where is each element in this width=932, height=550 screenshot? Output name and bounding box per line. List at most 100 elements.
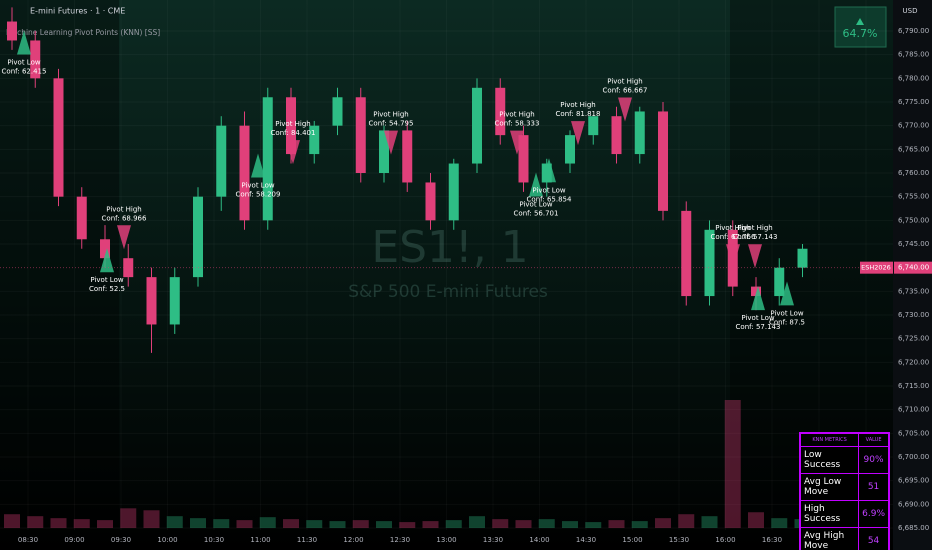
cell: 90%	[858, 446, 890, 474]
contract: ESH2026	[861, 264, 891, 272]
volume-bar	[50, 518, 67, 528]
cell: Avg High Move	[799, 527, 860, 550]
candle-body	[193, 196, 203, 278]
volume-bar	[562, 521, 578, 528]
volume-bar	[585, 522, 602, 528]
cell: 54	[858, 527, 890, 550]
pivot-label: Pivot Low	[532, 186, 565, 194]
candle-body	[239, 125, 250, 221]
x-tick-label: 10:30	[204, 536, 224, 544]
x-tick-label: 11:00	[250, 536, 270, 544]
volume-bar	[190, 518, 206, 528]
pivot-label: Pivot Low	[519, 200, 552, 208]
pivot-marker	[542, 158, 556, 183]
pivot-marker	[251, 153, 265, 178]
cell: High Success	[799, 500, 860, 528]
volume-bar	[469, 516, 485, 528]
indicator-name: Machine Learning Pivot Points (KNN) [SS]	[6, 28, 160, 37]
last-price-label: 6,740.00	[898, 264, 929, 272]
pivot-label: Pivot High	[275, 120, 311, 128]
background	[0, 0, 893, 550]
y-tick-label: 6,745.00	[898, 240, 929, 248]
symbol-line: E-mini Futures · 1 · CME	[30, 7, 125, 16]
volume-bar	[283, 519, 299, 528]
pivot-conf: Conf: 65.854	[527, 195, 572, 203]
candle-body	[472, 87, 482, 164]
pivot-marker	[780, 281, 794, 306]
x-tick-label: 16:30	[762, 536, 782, 544]
candle-body	[704, 229, 715, 297]
y-tick-label: 6,780.00	[898, 74, 929, 82]
pivot-label: Pivot High	[607, 77, 643, 85]
x-tick-label: 15:00	[622, 536, 642, 544]
cell: Avg Low Move	[799, 473, 860, 501]
x-tick-label: 14:00	[529, 536, 549, 544]
pivot-label: Pivot Low	[241, 182, 274, 190]
pivot-conf: Conf: 57.143	[733, 233, 778, 241]
y-tick-label: 6,705.00	[898, 429, 929, 437]
header-cell: KNN METRICS	[799, 432, 860, 447]
y-tick-label: 6,785.00	[898, 51, 929, 59]
y-tick-label: 6,685.00	[898, 524, 929, 532]
candle-body	[495, 87, 506, 136]
candle-body	[332, 97, 343, 126]
volume-bar	[376, 521, 392, 528]
volume-bar	[608, 520, 625, 528]
y-tick-label: 6,690.00	[898, 500, 929, 508]
pivot-marker	[510, 130, 524, 155]
candle-body	[7, 21, 17, 41]
pivot-marker	[286, 140, 300, 165]
candle-body	[100, 239, 110, 259]
header-cell: VALUE	[858, 432, 890, 447]
volume-bar	[492, 519, 509, 528]
candle-body	[774, 267, 785, 297]
volume-bar	[771, 518, 788, 528]
y-tick-label: 6,735.00	[898, 287, 929, 295]
candle-body	[146, 277, 157, 325]
pivot-label: Pivot Low	[7, 58, 40, 66]
pivot-marker	[17, 30, 31, 55]
pivot-marker	[751, 286, 765, 311]
x-tick-label: 09:30	[111, 536, 131, 544]
x-tick-label: 13:00	[436, 536, 456, 544]
pivot-marker	[571, 121, 585, 146]
volume-bar	[701, 516, 718, 528]
x-tick-label: 12:00	[343, 536, 363, 544]
currency: USD	[903, 7, 918, 15]
table-header: KNN METRICS VALUE	[799, 432, 890, 447]
volume-bar	[678, 514, 695, 528]
candle-body	[379, 130, 389, 173]
volume-bar	[655, 518, 671, 528]
pivot-conf: Conf: 58.209	[236, 191, 281, 199]
pivot-marker	[726, 244, 740, 269]
pivot-label: Pivot High	[373, 111, 409, 119]
volume-bar	[748, 512, 764, 528]
volume-bar	[631, 521, 648, 528]
y-tick-label: 6,770.00	[898, 122, 929, 130]
volume-bar	[97, 520, 113, 528]
y-tick-label: 6,750.00	[898, 216, 929, 224]
badge-arrow	[856, 18, 864, 25]
volume-bar	[306, 520, 323, 528]
pivot-conf: Conf: 81.818	[556, 110, 601, 118]
candle-body	[53, 78, 64, 197]
volume-bar	[352, 520, 369, 528]
pivot-marker	[618, 97, 632, 122]
candle-body	[634, 111, 645, 155]
volume-bar	[236, 520, 253, 528]
pivot-label: Pivot High	[560, 101, 596, 109]
candle-body	[402, 130, 413, 183]
x-tick-label: 15:30	[669, 536, 689, 544]
metrics-table: KNN METRICS VALUE Low Success 90% Avg Low…	[799, 432, 890, 550]
watermark-sub: S&P 500 E-mini Futures	[348, 282, 548, 302]
pivot-conf: Conf: 57.143	[736, 323, 781, 331]
pivot-marker	[117, 225, 131, 250]
price-box	[894, 261, 932, 274]
pivot-marker	[748, 244, 762, 269]
candle-body	[588, 116, 599, 136]
volume-bar	[724, 400, 741, 528]
volume-bar	[27, 516, 44, 528]
candle-body	[751, 286, 761, 297]
table-row: Low Success 90%	[799, 446, 890, 474]
pivot-conf: Conf: 58.333	[495, 120, 540, 128]
